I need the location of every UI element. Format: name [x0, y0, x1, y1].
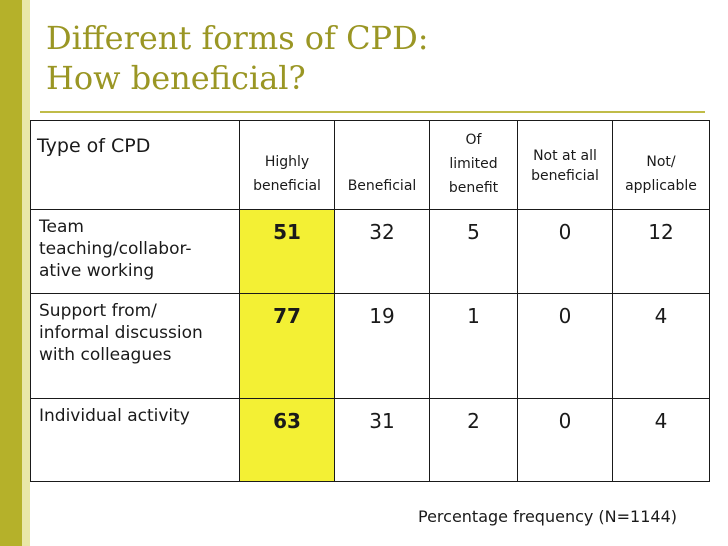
col-header-text: Highly: [264, 154, 310, 170]
col-header-text: beneficial: [253, 178, 321, 194]
col-header-not-at-all-beneficial: Not at all beneficial: [517, 120, 613, 210]
cell-not-at-all-beneficial: 0: [517, 209, 613, 294]
col-header-not-applicable: Not/ applicable: [612, 120, 710, 210]
row-label: Individual activity: [30, 398, 240, 482]
col-header-text: benefit: [448, 180, 499, 196]
cell-highly-beneficial: 51: [239, 209, 335, 294]
slide-side-bar: [0, 0, 22, 546]
cell-limited-benefit: 2: [429, 398, 518, 482]
row-label: Team teaching/collabor-ative working: [30, 209, 240, 294]
cell-not-at-all-beneficial: 0: [517, 293, 613, 399]
title-line-1: Different forms of CPD:: [46, 19, 429, 57]
cell-beneficial: 31: [334, 398, 430, 482]
title-line-2: How beneficial?: [46, 59, 306, 97]
col-header-text: Of: [465, 132, 482, 148]
col-header-limited-benefit: Of limited benefit: [429, 120, 518, 210]
table-row: Individual activity 63 31 2 0 4: [30, 398, 710, 482]
cell-not-applicable: 4: [612, 293, 710, 399]
cell-limited-benefit: 1: [429, 293, 518, 399]
col-header-text: beneficial: [531, 168, 599, 184]
cell-not-applicable: 4: [612, 398, 710, 482]
col-header-text: applicable: [625, 178, 697, 194]
table-row: Team teaching/collabor-ative working 51 …: [30, 209, 710, 294]
col-header-highly-beneficial: Highly beneficial: [239, 120, 335, 210]
table-footnote: Percentage frequency (N=1144): [418, 507, 678, 526]
table-header-row: Type of CPD Highly beneficial Beneficial…: [30, 120, 710, 210]
col-header-beneficial: Beneficial: [334, 120, 430, 210]
title-underline: [40, 111, 705, 113]
cpd-benefit-table: Type of CPD Highly beneficial Beneficial…: [30, 120, 710, 482]
type-of-cpd-header: Type of CPD: [30, 120, 240, 210]
col-header-text: Not at all: [533, 148, 597, 164]
table-row: Support from/ informal discussion with c…: [30, 293, 710, 399]
col-header-text: limited: [449, 156, 498, 172]
cell-limited-benefit: 5: [429, 209, 518, 294]
cell-beneficial: 32: [334, 209, 430, 294]
col-header-text: Beneficial: [347, 178, 417, 194]
slide-side-stripe: [22, 0, 30, 546]
slide-title: Different forms of CPD: How beneficial?: [46, 18, 429, 98]
col-header-text: Not/: [646, 154, 676, 170]
cell-not-at-all-beneficial: 0: [517, 398, 613, 482]
cell-not-applicable: 12: [612, 209, 710, 294]
cell-highly-beneficial: 77: [239, 293, 335, 399]
row-label: Support from/ informal discussion with c…: [30, 293, 240, 399]
cell-highly-beneficial: 63: [239, 398, 335, 482]
cell-beneficial: 19: [334, 293, 430, 399]
